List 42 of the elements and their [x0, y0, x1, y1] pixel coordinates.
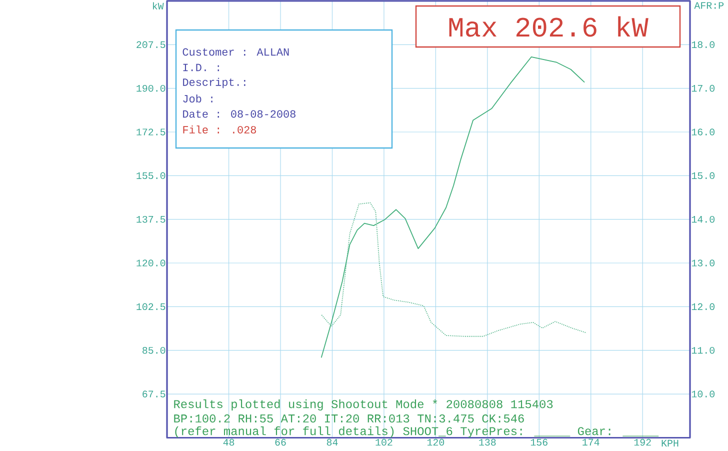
annotation: Max 202.6 kW [449, 16, 648, 37]
x-tick-label: 156 [530, 438, 548, 446]
y-tick-label: 137.5 [136, 216, 166, 223]
annotation: Customer : ALLAN [182, 48, 289, 56]
y-tick-label: 120.0 [136, 260, 166, 266]
annotation: BP:100.2 RH:55 AT:20 IT:20 RR:013 TN:3.475 CK:546 [174, 414, 524, 423]
y2-tick-label: 18.0 [692, 41, 715, 48]
annotation: Job : [183, 94, 212, 103]
x-tick-label: 174 [582, 438, 600, 446]
y2-tick-label: 17.0 [692, 84, 715, 92]
y-tick-label: 190.0 [136, 84, 166, 92]
annotation: Descript.: [183, 78, 246, 88]
y2-tick-label: 12.0 [692, 303, 715, 310]
line-series [320, 56, 585, 358]
y-axis-title: kW [153, 2, 164, 10]
annotation: Date : 08-08-2008 [183, 110, 296, 118]
annotation: File : .028 [183, 125, 256, 134]
x-tick-label: 102 [376, 438, 392, 446]
x-tick-label: 192 [634, 438, 651, 446]
line-series [321, 202, 588, 337]
x-tick-label: 66 [275, 438, 286, 446]
annotation: (refer manual for full details) SHOOT_6 TyrePres: _____ Gear: _____ [175, 426, 659, 438]
x-axis-title: KPH [662, 440, 678, 446]
y2-tick-label: 10.0 [692, 390, 715, 398]
x-tick-label: 84 [326, 438, 338, 446]
y2-tick-label: 15.0 [692, 172, 715, 180]
y2-axis-title: AFR:P [694, 2, 724, 9]
annotation: Results plotted using Shootout Mode * 20080808 115403 [174, 399, 553, 411]
y2-tick-label: 14.0 [692, 216, 715, 223]
y-tick-label: 67.5 [142, 390, 166, 398]
y2-tick-label: 16.0 [692, 128, 715, 136]
y-tick-label: 102.5 [136, 303, 166, 310]
y2-tick-label: 11.0 [692, 346, 715, 354]
y-tick-label: 172.5 [136, 128, 166, 136]
y-tick-label: 85.0 [142, 346, 166, 354]
annotation: I.D. : [183, 64, 219, 72]
x-tick-label: 120 [427, 438, 444, 446]
y-tick-label: 155.0 [136, 172, 166, 180]
y-tick-label: 207.5 [136, 41, 166, 48]
x-tick-label: 48 [223, 438, 234, 446]
y2-tick-label: 13.0 [692, 260, 715, 266]
x-tick-label: 138 [479, 438, 496, 446]
